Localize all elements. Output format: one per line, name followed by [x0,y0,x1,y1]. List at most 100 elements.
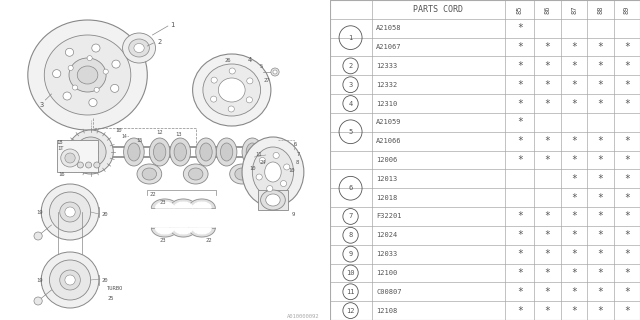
Circle shape [94,87,99,92]
Ellipse shape [65,207,75,217]
Text: 20: 20 [102,212,108,218]
Circle shape [247,78,253,84]
Text: C00807: C00807 [376,289,402,295]
Text: *: * [545,42,550,52]
Text: 89: 89 [624,5,630,14]
Circle shape [103,69,108,74]
Text: 12024: 12024 [376,232,397,238]
Text: *: * [516,117,523,127]
Circle shape [256,174,262,180]
Text: 88: 88 [597,5,604,14]
Circle shape [211,96,217,102]
Text: *: * [516,230,523,240]
Ellipse shape [216,138,237,166]
Text: 86: 86 [545,5,550,14]
Text: A21059: A21059 [376,119,402,125]
Polygon shape [170,199,196,208]
Text: *: * [545,61,550,71]
Text: *: * [571,174,577,184]
Circle shape [229,68,236,74]
Circle shape [92,44,100,52]
Text: *: * [545,155,550,165]
Bar [57,140,98,172]
Text: 12310: 12310 [376,100,397,107]
Text: 23: 23 [159,201,166,205]
Text: 12100: 12100 [376,270,397,276]
Text: 10: 10 [115,127,122,132]
Ellipse shape [242,138,262,166]
Ellipse shape [86,162,92,168]
Ellipse shape [242,137,304,207]
Ellipse shape [137,164,162,184]
Ellipse shape [77,162,83,168]
Ellipse shape [183,164,208,184]
Text: *: * [598,230,604,240]
Text: 8: 8 [348,232,353,238]
Text: 10: 10 [289,167,295,172]
Text: *: * [598,80,604,90]
Text: *: * [516,287,523,297]
Circle shape [267,186,273,192]
Text: *: * [571,193,577,203]
Text: 13: 13 [175,132,182,138]
Text: *: * [516,136,523,146]
Bar [257,190,289,210]
Circle shape [34,297,42,305]
Polygon shape [152,199,178,208]
Polygon shape [189,199,215,208]
Text: 18: 18 [57,140,63,145]
Ellipse shape [41,184,99,240]
Circle shape [273,152,279,158]
Ellipse shape [93,162,100,168]
Text: *: * [571,249,577,259]
Circle shape [72,85,77,90]
Text: *: * [624,42,630,52]
Text: 11: 11 [255,153,262,157]
Circle shape [89,99,97,107]
Text: 1: 1 [348,35,353,41]
Polygon shape [170,228,196,237]
Text: 85: 85 [516,5,523,14]
Text: *: * [598,136,604,146]
Text: *: * [624,99,630,108]
Ellipse shape [154,143,166,161]
Text: PARTS CORD: PARTS CORD [413,5,463,14]
Text: A21058: A21058 [376,25,402,31]
Text: *: * [598,42,604,52]
Text: 11: 11 [346,289,355,295]
Ellipse shape [75,137,106,167]
Ellipse shape [230,164,255,184]
Text: 10: 10 [346,270,355,276]
Text: 20: 20 [102,277,108,283]
Text: 2: 2 [157,39,162,45]
Text: *: * [545,287,550,297]
Text: *: * [598,268,604,278]
Text: 12013: 12013 [376,176,397,182]
Text: 12: 12 [346,308,355,314]
Text: *: * [598,193,604,203]
Ellipse shape [196,138,216,166]
Text: *: * [516,61,523,71]
Text: 1T: 1T [58,146,64,150]
Ellipse shape [265,162,281,182]
Text: 4: 4 [348,100,353,107]
Text: A010000092: A010000092 [287,315,319,319]
Ellipse shape [60,202,81,222]
Circle shape [246,97,252,103]
Ellipse shape [28,20,147,130]
Polygon shape [189,228,215,237]
Text: 10: 10 [249,165,256,171]
Text: *: * [516,155,523,165]
Circle shape [61,149,79,167]
Text: 3: 3 [39,102,44,108]
Text: *: * [516,212,523,221]
Circle shape [52,70,61,78]
Text: *: * [624,268,630,278]
Polygon shape [193,202,211,208]
Text: TURBO: TURBO [107,285,124,291]
Text: 12006: 12006 [376,157,397,163]
Circle shape [112,60,120,68]
Ellipse shape [60,270,81,290]
Ellipse shape [220,143,233,161]
Text: *: * [516,80,523,90]
